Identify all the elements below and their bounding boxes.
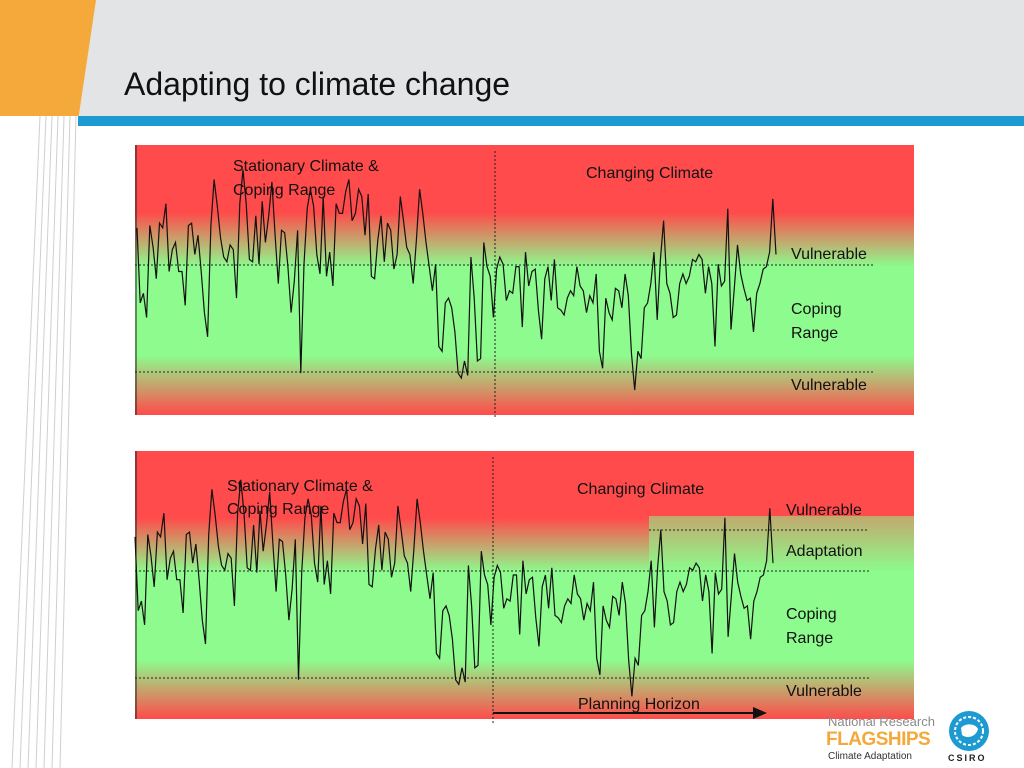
logo-national-research: National Research (828, 714, 935, 729)
csiro-globe-icon (949, 711, 989, 751)
csiro-flagships-logo: National Research FLAGSHIPS Climate Adap… (826, 708, 1022, 768)
stationary-label-1: Stationary Climate & (233, 158, 379, 175)
blue-divider (78, 116, 1024, 126)
orange-accent (0, 0, 96, 116)
arrow-head-icon (753, 707, 767, 719)
logo-csiro: CSIRO (948, 753, 987, 763)
logo-flagships: FLAGSHIPS (826, 729, 931, 750)
climate-zone-background (135, 451, 914, 719)
decorative-lines (11, 116, 77, 768)
climate-series-line (136, 169, 777, 391)
adaptation-zone (649, 516, 914, 572)
vulnerable-bottom-label: Vulnerable (791, 377, 867, 394)
coping-label-1: Coping (786, 606, 837, 623)
slide-title: Adapting to climate change (124, 66, 511, 102)
stationary-label-2: Coping Range (233, 182, 336, 199)
coping-label-1: Coping (791, 301, 842, 318)
stationary-label-2: Coping Range (227, 501, 330, 518)
adaptation-label: Adaptation (786, 543, 863, 560)
vulnerable-top-label: Vulnerable (791, 246, 867, 263)
diagram-2-graphic (134, 451, 914, 723)
climate-series-line (134, 479, 774, 697)
vulnerable-bottom-label: Vulnerable (786, 683, 862, 700)
changing-climate-label: Changing Climate (586, 165, 714, 182)
stationary-label-1: Stationary Climate & (227, 478, 373, 495)
planning-horizon-label: Planning Horizon (578, 696, 700, 713)
coping-label-2: Range (786, 630, 834, 647)
diagram-adaptation: Stationary Climate & Coping Range Changi… (134, 451, 914, 723)
title-bar (0, 0, 1024, 116)
logo-climate-adaptation: Climate Adaptation (828, 751, 912, 762)
diagram-stationary: Stationary Climate & Coping Range Changi… (135, 145, 914, 417)
coping-label-2: Range (791, 325, 839, 342)
diagram-1-graphic (135, 145, 914, 417)
changing-climate-label: Changing Climate (577, 481, 705, 498)
vulnerable-top-label: Vulnerable (786, 502, 862, 519)
